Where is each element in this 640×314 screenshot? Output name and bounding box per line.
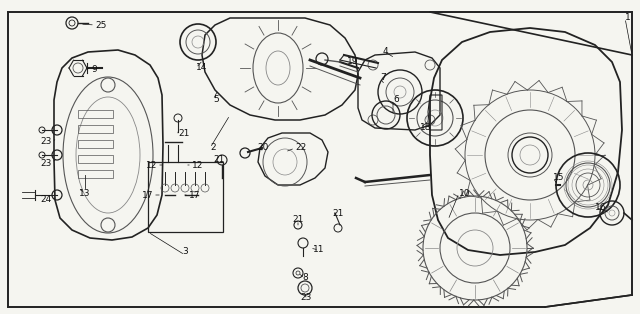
- Text: 3: 3: [182, 247, 188, 257]
- Text: 1: 1: [625, 14, 631, 23]
- Text: 21: 21: [214, 155, 225, 165]
- Bar: [78, 140, 113, 148]
- Text: 23: 23: [40, 159, 52, 167]
- Text: 4: 4: [382, 47, 388, 57]
- Bar: [78, 110, 113, 118]
- Text: 7: 7: [380, 73, 386, 83]
- Text: 14: 14: [196, 63, 207, 73]
- Text: 23: 23: [40, 138, 52, 147]
- Text: 19: 19: [346, 57, 358, 67]
- Bar: [78, 155, 113, 163]
- Text: 2: 2: [210, 143, 216, 153]
- Text: 13: 13: [79, 188, 91, 198]
- Text: 15: 15: [553, 174, 564, 182]
- Text: 8: 8: [302, 273, 308, 283]
- Text: 9: 9: [91, 66, 97, 74]
- Text: 16: 16: [595, 203, 607, 212]
- Text: 17: 17: [141, 191, 153, 199]
- Text: 6: 6: [393, 95, 399, 105]
- Bar: [148, 162, 223, 232]
- Text: 12: 12: [146, 160, 157, 170]
- Text: 20: 20: [257, 143, 268, 153]
- Text: 5: 5: [213, 95, 219, 105]
- Text: 18: 18: [420, 123, 431, 133]
- Text: 22: 22: [295, 143, 307, 153]
- Text: 24: 24: [41, 196, 52, 204]
- Text: 11: 11: [313, 246, 324, 255]
- Text: 23: 23: [300, 293, 312, 301]
- Bar: [78, 170, 113, 178]
- Text: 25: 25: [95, 20, 106, 30]
- Text: 10: 10: [459, 188, 470, 198]
- Text: 12: 12: [192, 160, 204, 170]
- Text: 17: 17: [189, 191, 200, 199]
- Text: 21: 21: [332, 208, 344, 218]
- Text: 21: 21: [178, 128, 189, 138]
- Text: 21: 21: [292, 215, 304, 225]
- Bar: [78, 125, 113, 133]
